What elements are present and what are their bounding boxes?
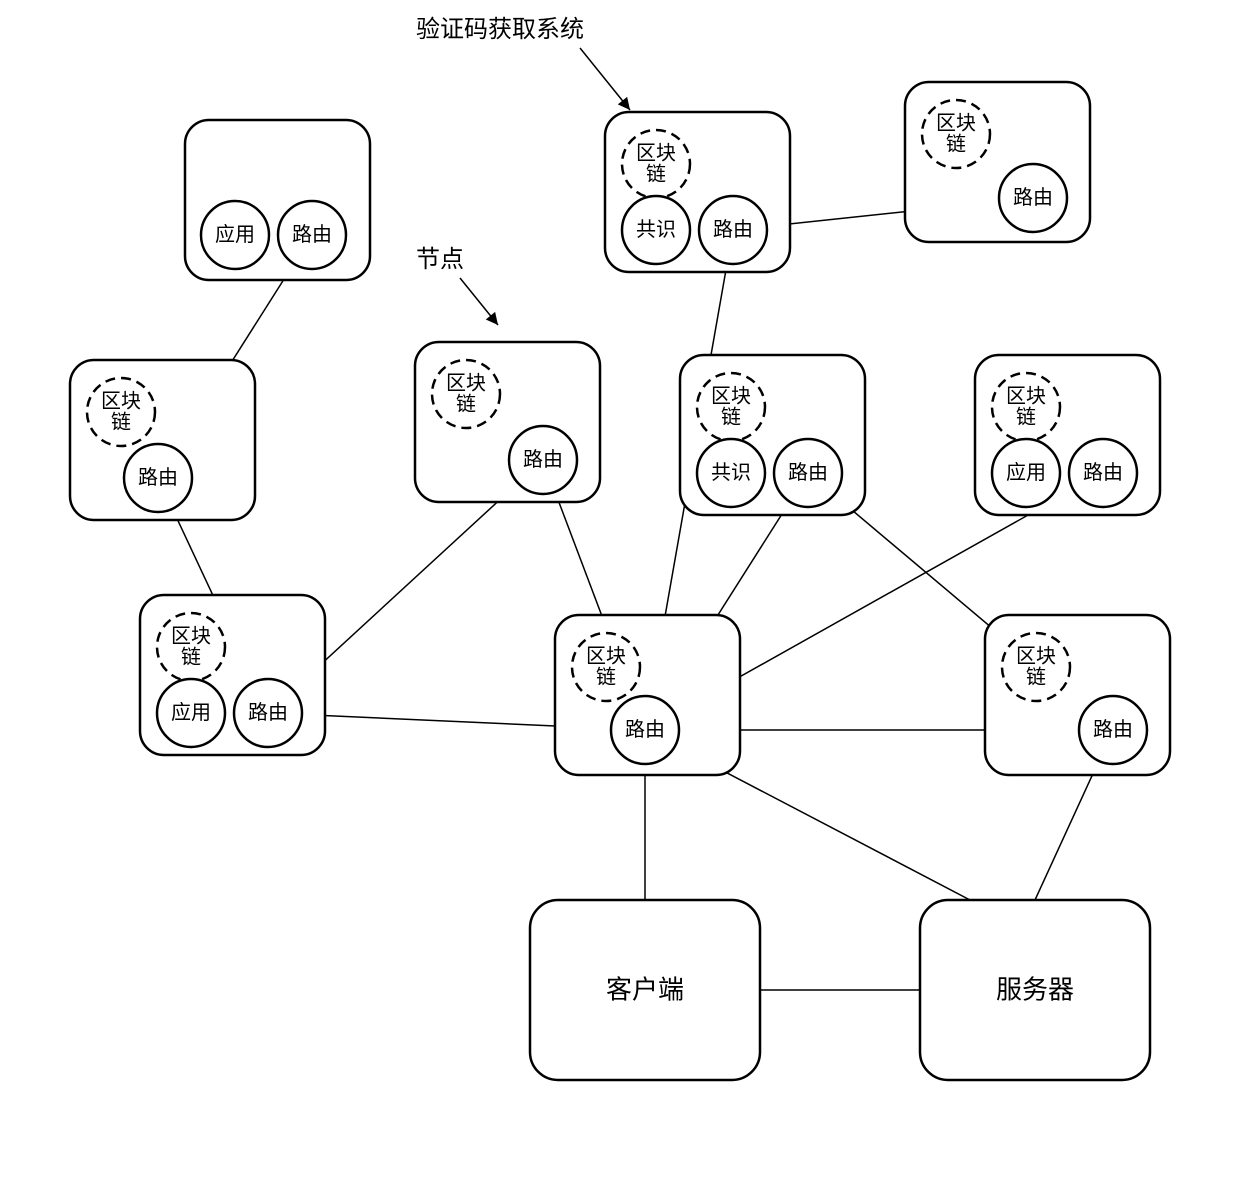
svg-text:链: 链 (646, 163, 666, 186)
network-diagram: 应用路由区块链共识路由区块链路由区块链路由区块链路由区块链共识路由区块链应用路由… (0, 0, 1240, 1199)
svg-text:路由: 路由 (1093, 718, 1133, 741)
svg-text:区块: 区块 (586, 645, 626, 668)
node-n10: 区块链路由 (985, 615, 1170, 775)
svg-text:路由: 路由 (523, 448, 563, 471)
svg-text:链: 链 (456, 393, 476, 416)
node-n6: 区块链共识 路由 (680, 355, 865, 515)
svg-text:区块: 区块 (711, 385, 751, 408)
svg-text:路由: 路由 (1013, 186, 1053, 209)
node-n8: 区块链应用 路由 (140, 595, 325, 755)
svg-text:区块: 区块 (1016, 645, 1056, 668)
svg-text:服务器: 服务器 (996, 976, 1074, 1005)
svg-text:链: 链 (946, 133, 966, 156)
svg-text:链: 链 (721, 406, 741, 429)
svg-text:路由: 路由 (713, 218, 753, 241)
svg-text:验证码获取系统: 验证码获取系统 (416, 16, 584, 43)
svg-text:区块: 区块 (171, 625, 211, 648)
svg-text:共识: 共识 (636, 218, 676, 241)
svg-text:链: 链 (1016, 406, 1036, 429)
svg-text:路由: 路由 (138, 466, 178, 489)
svg-text:链: 链 (1026, 666, 1046, 689)
svg-text:区块: 区块 (1006, 385, 1046, 408)
big-node-server: 服务器 (920, 900, 1150, 1080)
svg-text:客户端: 客户端 (606, 976, 684, 1005)
big-node-client: 客户端 (530, 900, 760, 1080)
node-n3: 区块链路由 (905, 82, 1090, 242)
svg-text:区块: 区块 (936, 112, 976, 135)
node-n4: 区块链路由 (70, 360, 255, 520)
svg-text:共识: 共识 (711, 461, 751, 484)
svg-text:节点: 节点 (416, 246, 464, 273)
svg-text:区块: 区块 (446, 372, 486, 395)
node-n1: 应用 路由 (185, 120, 370, 280)
node-n2: 区块链共识 路由 (605, 112, 790, 272)
svg-text:路由: 路由 (625, 718, 665, 741)
svg-text:路由: 路由 (788, 461, 828, 484)
svg-text:区块: 区块 (101, 390, 141, 413)
svg-text:链: 链 (181, 646, 201, 669)
svg-text:区块: 区块 (636, 142, 676, 165)
svg-text:路由: 路由 (1083, 461, 1123, 484)
svg-text:路由: 路由 (248, 701, 288, 724)
svg-text:链: 链 (596, 666, 616, 689)
svg-text:应用: 应用 (215, 223, 255, 246)
node-n7: 区块链应用 路由 (975, 355, 1160, 515)
svg-text:应用: 应用 (1006, 461, 1046, 484)
svg-text:链: 链 (111, 411, 131, 434)
svg-text:路由: 路由 (292, 223, 332, 246)
svg-text:应用: 应用 (171, 701, 211, 724)
node-n9: 区块链路由 (555, 615, 740, 775)
node-n5: 区块链路由 (415, 342, 600, 502)
